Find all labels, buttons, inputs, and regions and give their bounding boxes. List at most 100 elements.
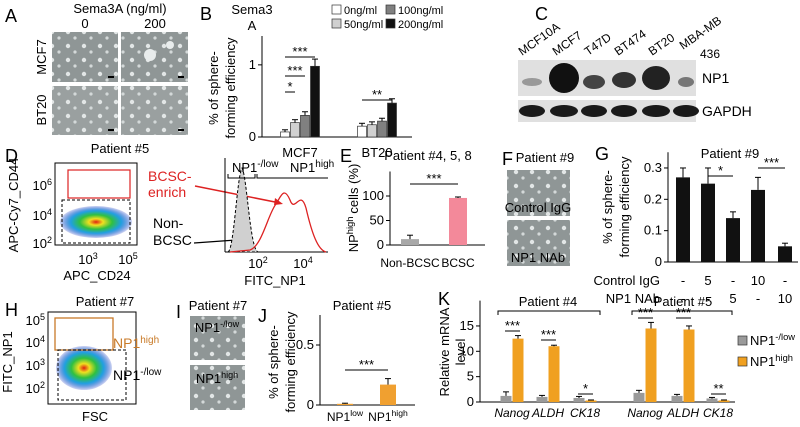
- legend-swatch: [737, 356, 748, 367]
- band: [678, 77, 694, 87]
- image-label: NP1-/low: [195, 319, 240, 335]
- text-part: 3: [40, 357, 45, 367]
- density-cloud: [56, 346, 112, 390]
- image-texture: [190, 365, 245, 410]
- panel-label: D: [5, 146, 18, 166]
- significance-label: ***: [638, 305, 653, 320]
- panel-label: A: [5, 6, 17, 26]
- x-tick-label: NP1high: [368, 408, 408, 424]
- bar: [706, 398, 718, 402]
- x-tick-label: BCSC: [441, 256, 475, 270]
- text-part: 4: [40, 334, 45, 344]
- legend-swatch: [331, 4, 342, 15]
- image-texture: [507, 220, 570, 266]
- text-part: high: [775, 353, 793, 363]
- y-axis-title: % of sphere-: [600, 170, 615, 244]
- scale-bar: [178, 129, 184, 131]
- panel-title: Patient #7: [76, 294, 135, 309]
- bar: [536, 396, 548, 402]
- text-part: 5: [133, 251, 138, 261]
- text-part: 2: [263, 255, 268, 265]
- y-axis-title: forming efficiency: [223, 37, 238, 138]
- row-value: -: [756, 291, 760, 306]
- text-part: 5: [40, 312, 45, 322]
- text-part: cells (%): [346, 164, 361, 214]
- band: [522, 78, 542, 86]
- legend-swatch: [331, 18, 342, 29]
- panel-title: Patient #5: [91, 141, 150, 156]
- text-part: 10: [118, 252, 132, 267]
- y-tick-label: 0.2: [644, 191, 662, 206]
- histogram-high: [229, 192, 327, 253]
- tick-label: 105: [26, 312, 45, 328]
- chart-title: Patient #4, 5, 8: [384, 148, 471, 163]
- y-tick-label: 50: [370, 213, 384, 228]
- panel-title: Patient #9: [516, 150, 575, 165]
- gate-label: enrich: [148, 184, 186, 200]
- plot-frame: [47, 311, 137, 405]
- text-part: 2: [40, 380, 45, 390]
- band: [642, 105, 670, 117]
- text-part: high: [345, 217, 355, 235]
- y-axis-title: % of sphere-: [206, 51, 221, 125]
- bar: [633, 392, 645, 402]
- text-part: high: [140, 335, 159, 346]
- row-label: BT20: [34, 94, 49, 125]
- panel-label: H: [5, 300, 18, 320]
- y-tick-label: 5: [467, 369, 474, 384]
- panel-label: C: [535, 4, 548, 24]
- axis-title: APC_CD24: [63, 268, 130, 283]
- y-axis-title: Relative mRNA: [437, 307, 452, 396]
- significance-label: **: [713, 381, 723, 396]
- lane-label: BT474: [612, 27, 649, 59]
- bar: [645, 328, 657, 402]
- lane-label: 436: [700, 47, 720, 61]
- significance-label: *: [287, 79, 292, 94]
- y-tick-label: 0.5: [296, 337, 314, 352]
- bar: [500, 395, 512, 402]
- text-part: 4: [47, 207, 52, 217]
- significance-label: ***: [359, 357, 374, 372]
- text-part: 10: [26, 381, 40, 396]
- y-tick-label: 10: [460, 343, 474, 358]
- tick-label: 103: [26, 357, 45, 373]
- text-part: high: [392, 408, 409, 418]
- bar: [310, 65, 320, 138]
- bar: [676, 177, 690, 262]
- panel-label: F: [502, 149, 513, 169]
- arrow: [193, 239, 237, 244]
- bar: [573, 397, 585, 402]
- image-texture: [52, 86, 118, 135]
- row-value: -: [681, 291, 685, 306]
- text-part: NP1: [750, 333, 775, 348]
- bar: [671, 395, 683, 402]
- text-part: 4: [308, 255, 313, 265]
- text-part: 10: [293, 256, 307, 271]
- gate-label: BCSC: [153, 232, 192, 248]
- bar: [683, 329, 695, 402]
- row-value: -: [783, 273, 787, 288]
- text-part: 10: [33, 236, 47, 251]
- y-tick-label: 0: [467, 394, 474, 409]
- column-label: 0: [81, 16, 88, 31]
- density-cloud: [60, 206, 132, 238]
- y-tick-label: 0.3: [644, 160, 662, 175]
- scale-bar: [108, 129, 114, 131]
- text-part: 10: [26, 358, 40, 373]
- text-part: NP1: [113, 335, 140, 351]
- x-tick-label: ALDH: [666, 406, 699, 420]
- text-part: 10: [78, 252, 92, 267]
- gate: [61, 199, 131, 244]
- panel-title: Patient #7: [189, 298, 248, 313]
- significance-label: ***: [764, 155, 779, 170]
- bar: [357, 125, 367, 138]
- y-axis-title: forming efficiency: [283, 311, 298, 412]
- x-tick-label: NP1low: [327, 408, 364, 424]
- tick-label: 104: [33, 207, 52, 223]
- y-tick-label: 0: [655, 254, 662, 269]
- band: [549, 63, 579, 93]
- text-part: -/low: [775, 332, 795, 342]
- gate: [54, 317, 114, 351]
- text-part: -/low: [257, 159, 279, 170]
